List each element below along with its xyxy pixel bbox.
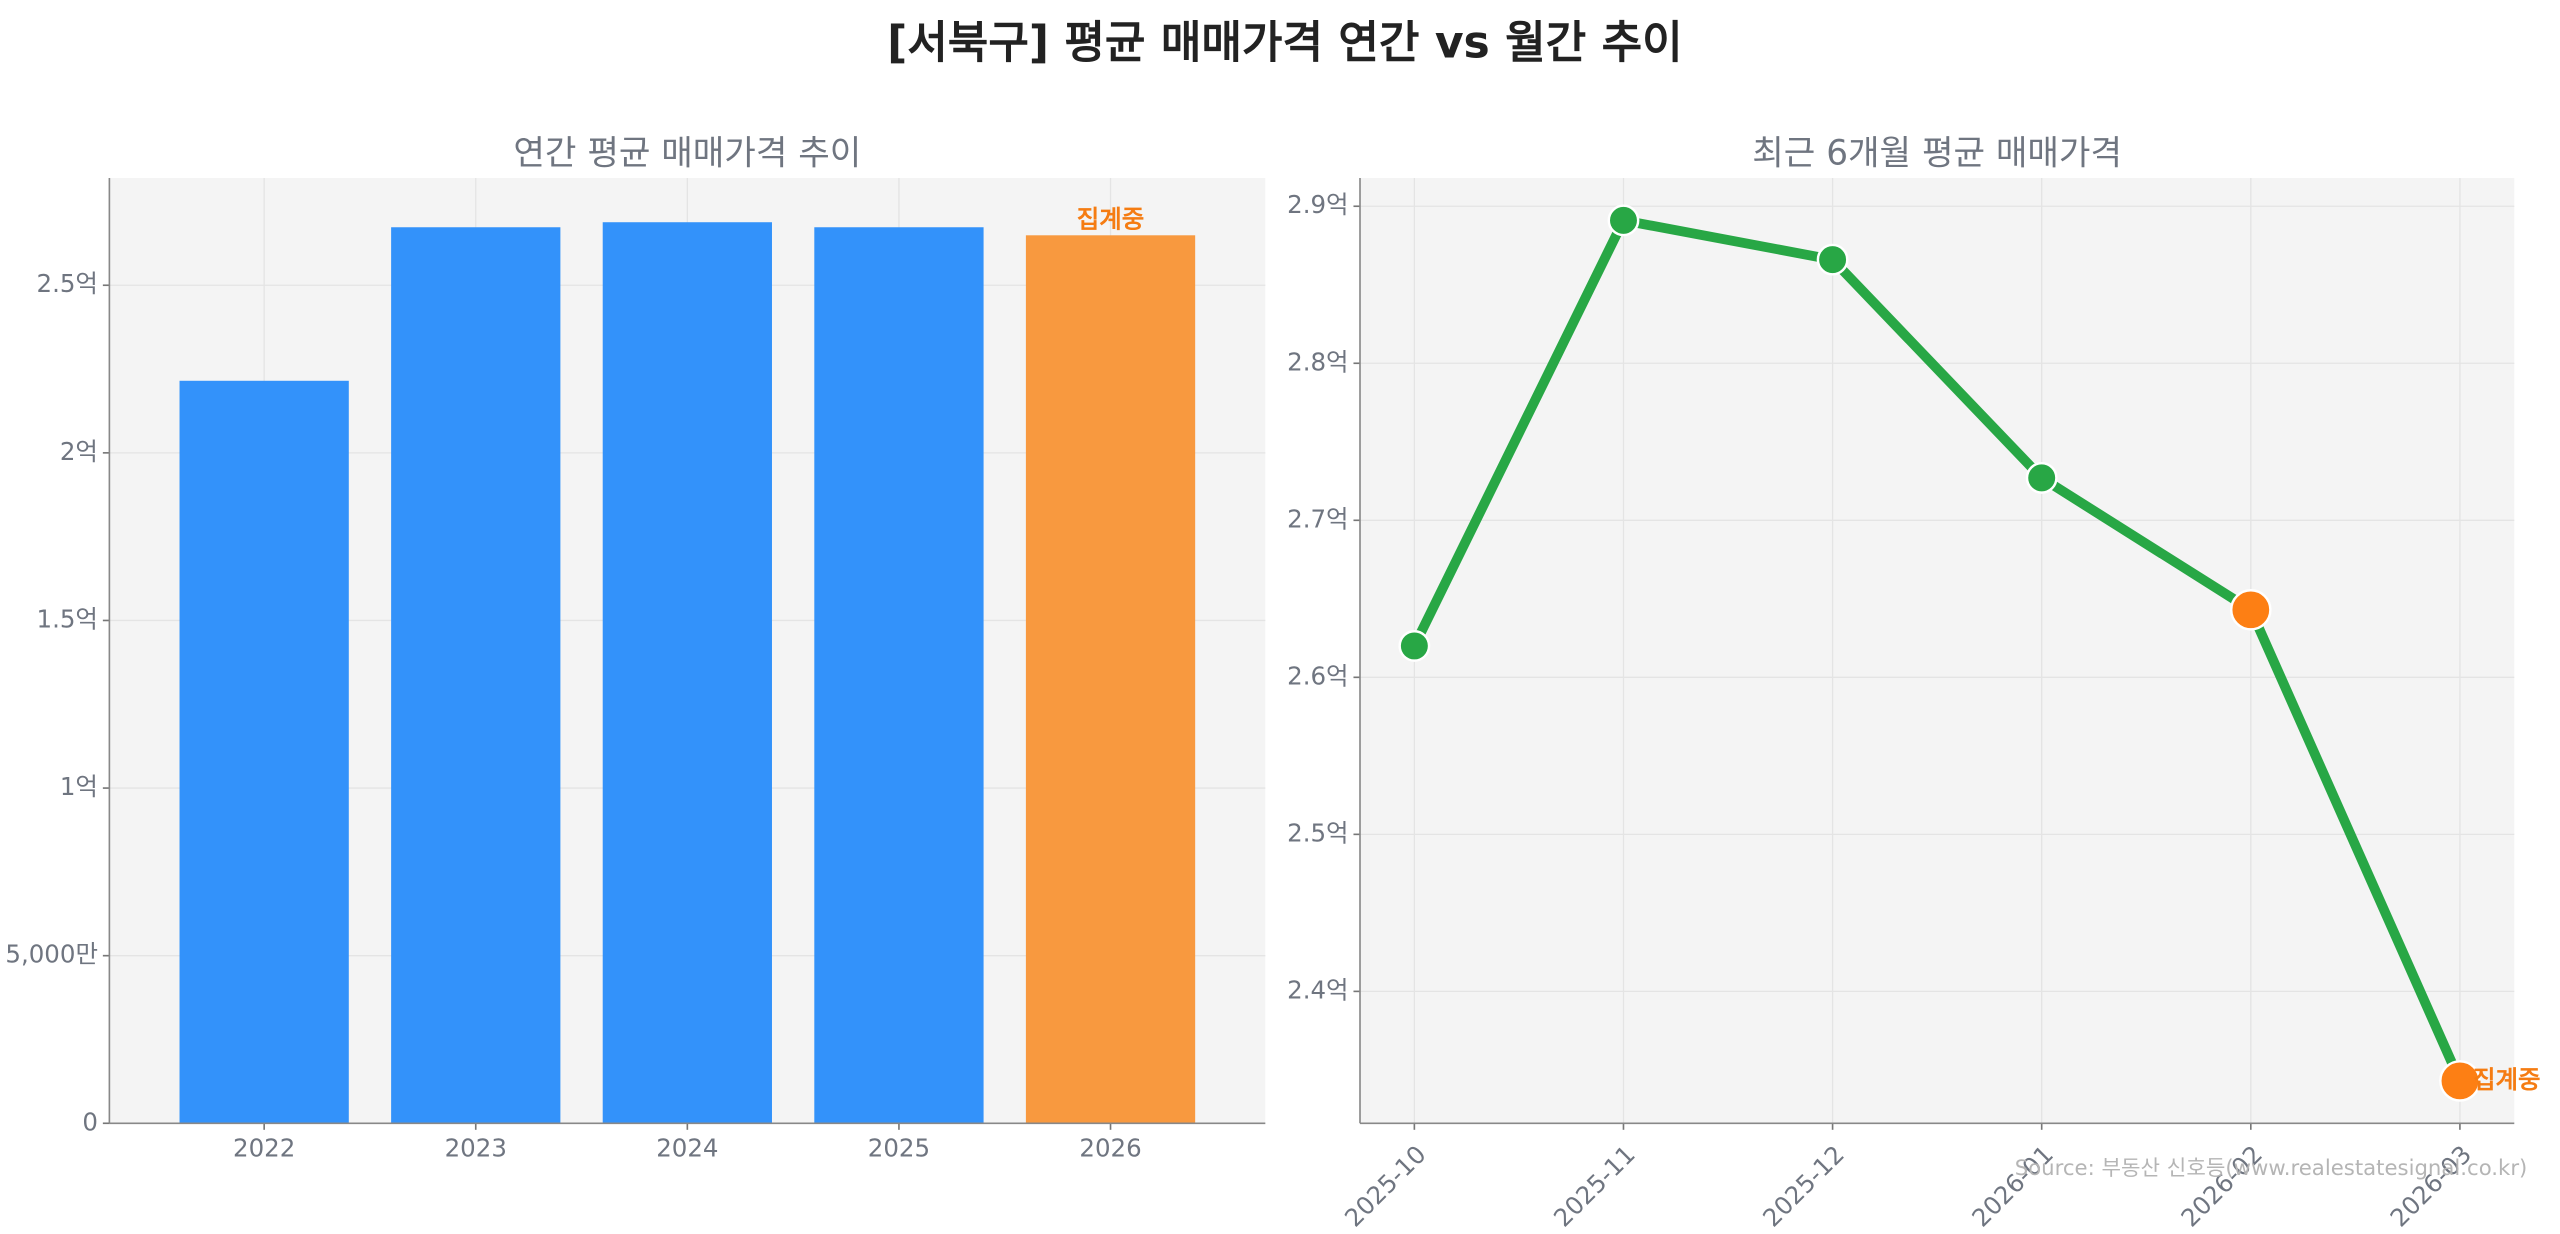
bar <box>814 227 984 1124</box>
annotation: 집계중 <box>2473 1065 2541 1094</box>
x-tick-label: 2025-12 <box>1757 1140 1850 1233</box>
line <box>1409 215 2465 1083</box>
annotation: 집계중 <box>1077 205 1145 234</box>
x-tick-label: 2025-10 <box>1339 1140 1432 1233</box>
chart-title: 최근 6개월 평균 매매가격 <box>1752 134 2122 174</box>
y-tick-label: 1.5억 <box>37 604 98 633</box>
marker <box>2025 461 2058 494</box>
y-tick-label: 2.7억 <box>1287 504 1348 533</box>
plot-area <box>1360 177 2515 1124</box>
x-tick-label: 2026-03 <box>2384 1140 2477 1233</box>
x-tick-label: 2026-01 <box>1966 1140 2059 1233</box>
bar <box>602 222 772 1124</box>
x-tick-label: 2026 <box>1079 1133 1141 1162</box>
y-tick-label: 2.5억 <box>1287 818 1348 847</box>
y-tick-label: 2.6억 <box>1287 661 1348 690</box>
chart-title: 연간 평균 매매가격 추이 <box>513 134 861 174</box>
source: Source: 부동산 신호등(www.realestatesignal.co.… <box>2015 1156 2528 1181</box>
bar <box>179 380 349 1124</box>
y-tick-label: 0 <box>82 1107 98 1136</box>
marker <box>1816 243 1849 276</box>
y-tick-label: 2.9억 <box>1287 190 1348 219</box>
x-tick-label: 2023 <box>445 1133 507 1162</box>
y-tick-label: 1억 <box>60 772 98 801</box>
bar <box>1025 235 1196 1124</box>
y-tick-label: 5,000만 <box>5 940 98 969</box>
bar <box>391 227 561 1124</box>
marker <box>1607 204 1640 237</box>
x-tick-label: 2025-11 <box>1548 1140 1641 1233</box>
y-tick-label: 2.4억 <box>1287 975 1348 1004</box>
x-tick-label: 2026-02 <box>2175 1140 2268 1233</box>
x-tick-label: 2025 <box>868 1133 930 1162</box>
marker <box>2439 1060 2481 1102</box>
y-tick-label: 2억 <box>60 437 98 466</box>
marker <box>1398 630 1431 662</box>
marker <box>2229 588 2272 631</box>
x-tick-label: 2024 <box>656 1133 718 1162</box>
main-title: [서북구] 평균 매매가격 연간 vs 월간 추이 <box>887 18 1683 69</box>
y-tick-label: 2.5억 <box>37 269 98 298</box>
x-tick-label: 2022 <box>233 1133 295 1162</box>
y-tick-label: 2.8억 <box>1287 347 1348 376</box>
